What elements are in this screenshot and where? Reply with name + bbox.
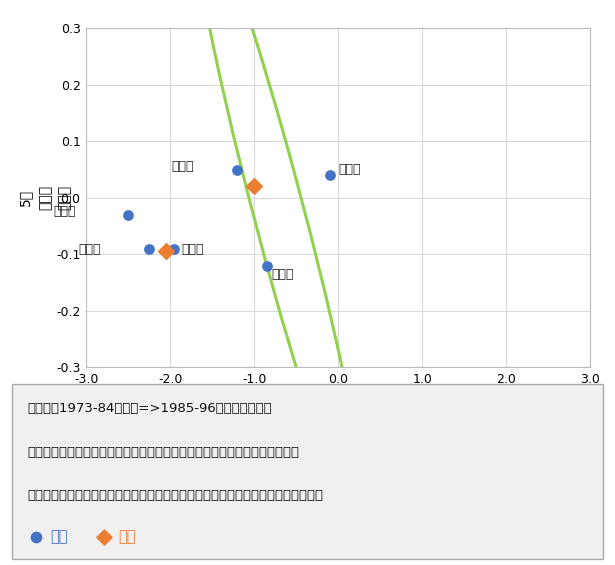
Text: 大卒: 大卒 [50,529,68,544]
Point [161,247,171,256]
Text: （備考）1973-84年入職=>1985-96年入職への変化: （備考）1973-84年入職=>1985-96年入職への変化 [27,402,272,415]
Text: 製・大：製造業大企業、製・中：製造業中堅中小企業、卸小売：卸小売業、: 製・大：製造業大企業、製・中：製造業中堅中小企業、卸小売：卸小売業、 [27,445,299,459]
Point [31,532,41,541]
Text: 製・中: 製・中 [171,160,194,173]
Text: 金・大：金融保険業大企業、建・大：建設業大企業、建・中：建設業中堅中小企業: 金・大：金融保険業大企業、建・大：建設業大企業、建・中：建設業中堅中小企業 [27,489,323,502]
Point [99,532,109,541]
Text: 製・大: 製・大 [78,243,100,257]
Y-axis label: 5年
残存率
の変化: 5年 残存率 の変化 [18,185,71,210]
Point [145,244,154,253]
Point [170,244,180,253]
Point [262,261,272,270]
Point [123,210,133,219]
X-axis label: 賃金プロファイルの傾きの変化: 賃金プロファイルの傾きの変化 [280,394,397,408]
Text: 卸小売: 卸小売 [272,267,295,281]
Text: 製・中: 製・中 [338,163,361,176]
Point [249,182,259,191]
Point [325,171,335,180]
Text: 高卒: 高卒 [119,529,136,544]
Text: 金・大: 金・大 [181,243,204,257]
Point [232,165,242,174]
FancyBboxPatch shape [12,384,603,559]
Text: 建・大: 建・大 [54,205,76,219]
